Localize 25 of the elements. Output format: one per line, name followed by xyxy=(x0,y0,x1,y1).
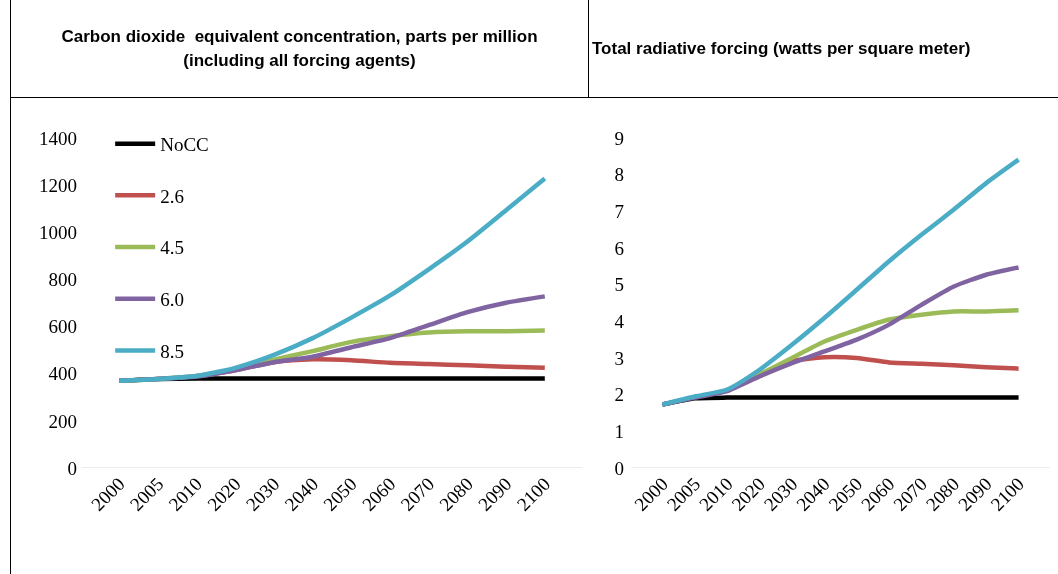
legend-label: 2.6 xyxy=(160,185,184,207)
legend-label: 4.5 xyxy=(160,237,184,259)
y-tick-label: 800 xyxy=(48,269,77,291)
y-tick-label: 1000 xyxy=(39,221,77,243)
y-tick-label: 200 xyxy=(48,410,77,432)
y-tick-label: 9 xyxy=(614,127,624,149)
y-tick-label: 4 xyxy=(614,310,625,332)
y-tick-label: 6 xyxy=(614,237,624,259)
y-tick-label: 7 xyxy=(614,200,624,222)
legend-label: 8.5 xyxy=(160,340,184,362)
y-tick-label: 2 xyxy=(614,384,624,406)
y-tick-label: 1400 xyxy=(39,127,77,149)
y-tick-label: 400 xyxy=(48,363,77,385)
y-tick-label: 1200 xyxy=(39,174,77,196)
y-tick-label: 600 xyxy=(48,316,77,338)
y-tick-label: 1 xyxy=(614,420,624,442)
legend-label: NoCC xyxy=(160,134,209,156)
y-tick-label: 0 xyxy=(614,457,624,479)
y-tick-label: 8 xyxy=(614,164,624,186)
y-tick-label: 3 xyxy=(614,347,624,369)
legend-label: 6.0 xyxy=(160,289,184,311)
y-tick-label: 5 xyxy=(614,274,624,296)
y-tick-label: 0 xyxy=(67,457,77,479)
chart-title: Total radiative forcing (watts per square meter) xyxy=(588,0,1058,98)
chart-title: Carbon dioxide equivalent concentration, parts per million (including all forcing agents) xyxy=(11,0,588,98)
